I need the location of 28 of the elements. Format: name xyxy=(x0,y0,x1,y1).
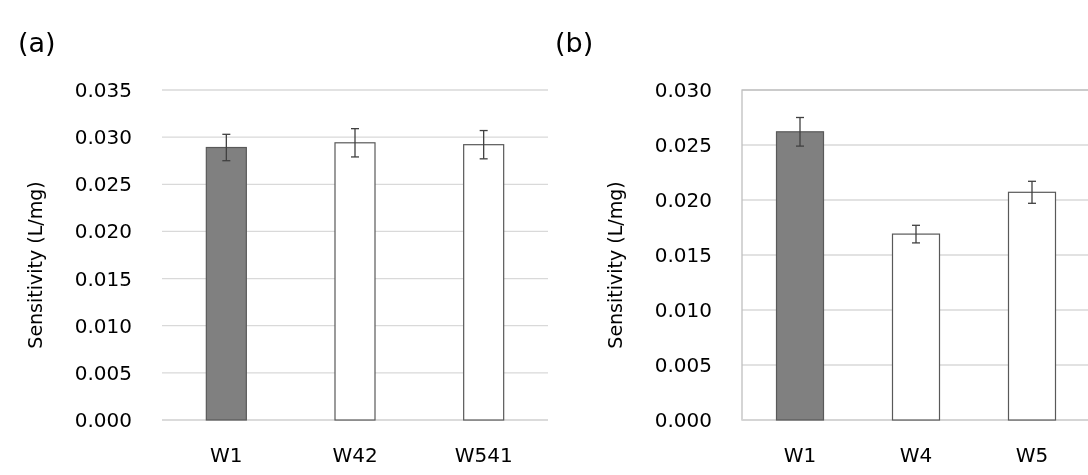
y-tick-label: 0.020 xyxy=(654,188,712,212)
x-tick-label: W4 xyxy=(899,443,933,467)
y-tick-label: 0.000 xyxy=(74,408,132,432)
x-tick-label: W1 xyxy=(210,443,243,467)
x-tick-label: W42 xyxy=(332,443,378,467)
y-tick-label: 0.020 xyxy=(74,219,132,244)
y-tick-label: 0.030 xyxy=(74,125,132,150)
y-tick-label: 0.010 xyxy=(654,298,712,322)
y-tick-label: 0.025 xyxy=(74,172,132,197)
y-tick-label: 0.010 xyxy=(74,313,132,338)
bar xyxy=(1007,191,1057,421)
y-tick-label: 0.035 xyxy=(74,78,132,102)
y-tick-label: 0.005 xyxy=(74,360,132,385)
y-tick-label: 0.015 xyxy=(654,243,712,267)
y-axis-title: Sensitivity (L/mg) xyxy=(604,181,626,349)
y-tick-label: 0.025 xyxy=(654,133,712,157)
chart-title: (b) xyxy=(555,27,594,58)
y-tick-label: 0.030 xyxy=(654,78,712,102)
x-tick-label: W5 xyxy=(1015,443,1049,467)
y-tick-label: 0.000 xyxy=(654,408,712,432)
bar xyxy=(891,233,941,421)
y-tick-label: 0.005 xyxy=(654,353,712,377)
x-tick-label: W1 xyxy=(783,443,817,467)
chart-title: (a) xyxy=(18,27,56,58)
x-tick-label: W541 xyxy=(454,443,513,467)
bar xyxy=(775,131,825,421)
y-tick-label: 0.015 xyxy=(74,266,132,291)
y-axis-title: Sensitivity (L/mg) xyxy=(24,181,46,349)
